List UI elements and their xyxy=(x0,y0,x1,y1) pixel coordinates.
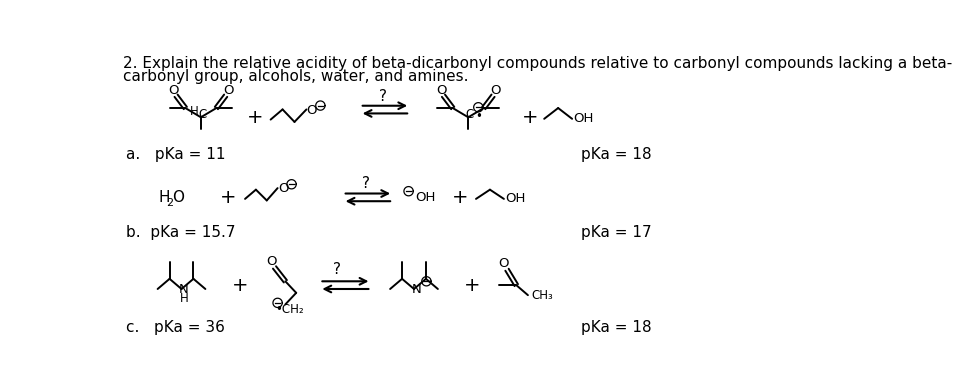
Text: H: H xyxy=(180,292,188,305)
Text: carbonyl group, alcohols, water, and amines.: carbonyl group, alcohols, water, and ami… xyxy=(123,69,468,84)
Text: 2: 2 xyxy=(166,198,173,208)
Text: +: + xyxy=(247,108,263,127)
Text: a.   pKa = 11: a. pKa = 11 xyxy=(125,147,226,162)
Text: •: • xyxy=(475,110,482,123)
Text: +: + xyxy=(220,188,236,207)
Text: +: + xyxy=(231,276,248,295)
Text: O: O xyxy=(490,84,501,97)
Text: O: O xyxy=(307,104,317,117)
Text: C: C xyxy=(466,108,474,121)
Text: b.  pKa = 15.7: b. pKa = 15.7 xyxy=(125,225,235,240)
Text: N: N xyxy=(411,283,422,296)
Text: O: O xyxy=(168,84,179,97)
Text: ?: ? xyxy=(362,176,370,191)
Text: ?: ? xyxy=(379,89,387,104)
Text: +: + xyxy=(522,108,538,127)
Text: •CH₂: •CH₂ xyxy=(275,303,304,316)
Text: +: + xyxy=(452,188,468,207)
Text: OH: OH xyxy=(506,192,526,205)
Text: O: O xyxy=(499,257,510,270)
Text: ?: ? xyxy=(333,262,340,277)
Text: C: C xyxy=(198,108,206,122)
Text: O: O xyxy=(266,255,276,268)
Text: 2. Explain the relative acidity of beta-dicarbonyl compounds relative to carbony: 2. Explain the relative acidity of beta-… xyxy=(123,56,952,71)
Text: N: N xyxy=(179,283,188,296)
Text: pKa = 18: pKa = 18 xyxy=(580,320,651,335)
Text: c.   pKa = 36: c. pKa = 36 xyxy=(125,320,225,335)
Text: H: H xyxy=(159,190,170,205)
Text: pKa = 17: pKa = 17 xyxy=(580,225,651,240)
Text: OH: OH xyxy=(416,191,436,204)
Text: O: O xyxy=(223,84,233,97)
Text: H: H xyxy=(189,105,198,118)
Text: O: O xyxy=(436,84,446,97)
Text: O: O xyxy=(278,182,289,195)
Text: CH₃: CH₃ xyxy=(531,289,553,302)
Text: O: O xyxy=(172,190,185,205)
Text: pKa = 18: pKa = 18 xyxy=(580,147,651,162)
Text: +: + xyxy=(464,276,480,295)
Text: OH: OH xyxy=(574,112,594,125)
